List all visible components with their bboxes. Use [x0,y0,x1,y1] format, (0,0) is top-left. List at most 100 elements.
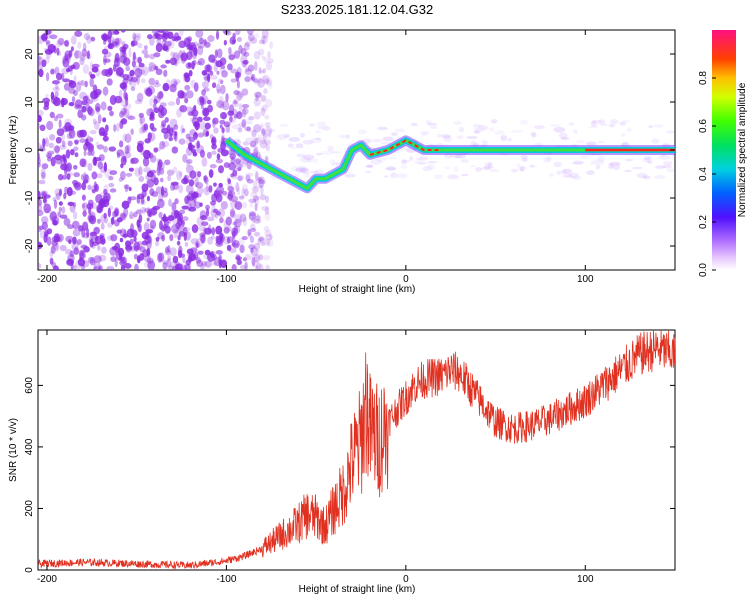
noise-point [188,179,195,187]
noise-point [100,222,105,230]
noise-point [137,42,143,49]
noise-point [101,48,109,55]
noise-point [258,39,265,45]
noise-point [45,40,51,45]
noise-point [82,202,88,212]
noise-point [111,38,120,45]
noise-point [73,164,78,170]
noise-point [156,158,161,164]
noise-point [219,217,224,224]
noise-point [219,103,225,110]
noise-point [73,247,79,255]
haze-point [234,174,245,181]
noise-point [211,150,217,155]
noise-point [153,52,161,58]
noise-point [190,79,196,88]
haze-point [413,160,424,165]
haze-point [222,129,233,134]
noise-point [253,111,261,120]
noise-point [171,202,177,212]
noise-point [69,250,75,258]
noise-point [74,50,82,59]
noise-point [264,195,270,204]
noise-point [234,158,241,164]
noise-point [199,210,207,219]
noise-point [138,213,143,224]
noise-point [185,90,194,99]
noise-point [239,213,247,223]
noise-point [219,119,226,125]
noise-point [87,146,93,155]
noise-point [218,95,224,106]
noise-point [81,48,88,57]
noise-point [90,36,96,42]
haze-point [372,138,382,143]
noise-point [151,127,157,132]
noise-point [120,107,128,116]
noise-point [170,181,179,186]
noise-point [81,105,87,113]
noise-point [179,253,186,258]
noise-point [137,224,142,232]
noise-point [261,30,269,39]
noise-point [198,37,204,45]
haze-point [591,119,602,124]
haze-point [624,169,632,173]
haze-point [653,175,666,180]
noise-point [168,265,175,270]
haze-point [335,162,340,166]
noise-point [179,104,188,113]
noise-point [264,229,272,237]
noise-point [208,169,214,178]
noise-point [229,210,236,219]
haze-point [418,161,428,166]
noise-point [231,264,237,270]
noise-point [258,236,264,242]
noise-point [157,91,164,100]
haze-point [330,151,341,154]
noise-point [170,51,176,58]
noise-point [193,193,202,198]
noise-point [107,67,113,76]
spectrogram-ridge [223,135,675,194]
noise-point [63,54,72,61]
noise-point [38,262,42,269]
noise-point [81,263,85,270]
noise-point [217,78,224,85]
noise-point [61,97,65,108]
noise-point [94,102,101,113]
noise-point [175,264,179,270]
noise-point [61,140,66,148]
noise-point [241,88,249,96]
noise-point [163,187,168,194]
haze-point [382,136,394,142]
noise-point [124,263,132,269]
noise-point [234,214,243,224]
noise-point [194,177,199,188]
haze-point [415,157,421,161]
noise-point [38,204,43,212]
spectrogram-y-axis-label: Frequency (Hz) [8,116,19,185]
haze-point [488,168,500,173]
noise-point [181,205,189,210]
noise-point [132,32,137,41]
noise-point [264,78,270,84]
noise-point [260,123,264,133]
noise-point [47,43,56,53]
noise-point [115,71,124,78]
noise-point [102,117,107,123]
noise-point [84,138,90,145]
noise-point [73,90,78,97]
noise-point [226,181,233,188]
noise-point [206,216,215,222]
haze-point [598,119,606,126]
noise-point [219,84,226,95]
haze-point [609,161,621,166]
noise-point [249,235,255,244]
noise-point [152,95,157,103]
noise-point [130,157,139,164]
noise-point [119,120,124,130]
noise-point [238,122,247,128]
noise-point [52,265,60,270]
haze-point [490,119,498,124]
